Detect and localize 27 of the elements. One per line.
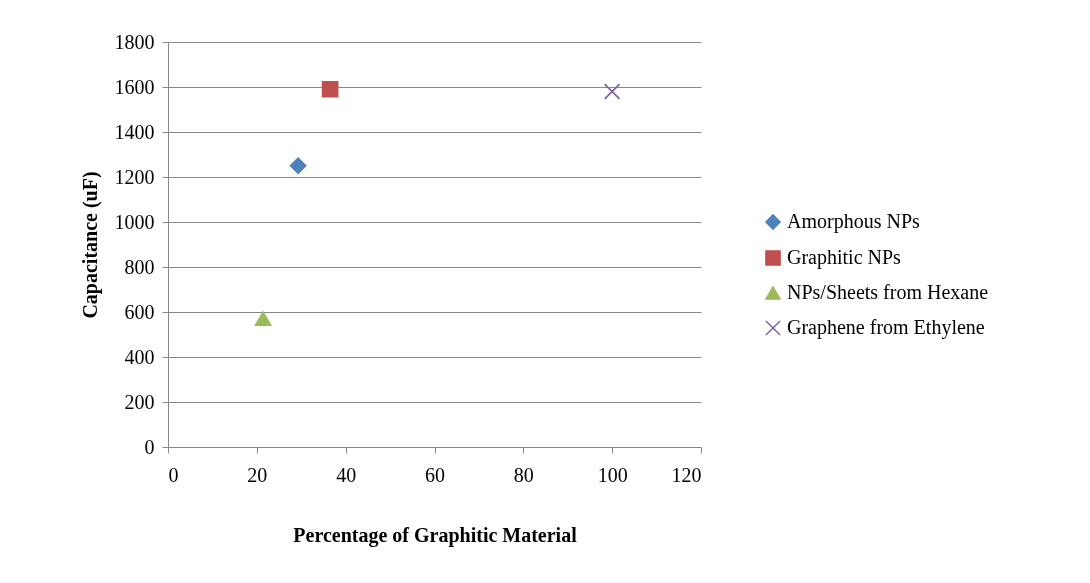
x-tick-label: 40 <box>336 463 357 486</box>
y-tick-label: 1600 <box>114 75 155 98</box>
x-tick-label: 0 <box>168 463 179 486</box>
legend-label: Graphitic NPs <box>787 246 902 269</box>
x-tick-label: 60 <box>425 463 445 486</box>
x-tick-label: 80 <box>513 463 534 486</box>
y-tick-label: 400 <box>124 345 155 368</box>
y-tick-label: 1800 <box>114 30 155 53</box>
y-tick-label: 1000 <box>114 210 155 233</box>
point <box>321 80 339 98</box>
point <box>289 157 307 175</box>
legend-label: Amorphous NPs <box>787 210 921 233</box>
y-tick-label: 0 <box>144 435 155 458</box>
y-tick-label: 1400 <box>114 120 155 143</box>
x-tick-label: 120 <box>671 463 702 486</box>
point <box>254 311 272 327</box>
y-axis-title: Capacitance (uF) <box>78 171 102 319</box>
legend-label: Graphene from Ethylene <box>787 316 985 339</box>
point <box>603 83 621 100</box>
x-tick-label: 20 <box>247 463 268 486</box>
y-tick-label: 800 <box>124 255 155 278</box>
y-tick-label: 600 <box>124 300 155 323</box>
x-axis-title: Percentage of Graphitic Material <box>293 523 578 547</box>
x-tick-label: 100 <box>597 463 628 486</box>
legend-label: NPs/Sheets from Hexane <box>787 281 989 303</box>
y-tick-label: 200 <box>124 390 155 413</box>
y-tick-label: 1200 <box>114 165 155 188</box>
